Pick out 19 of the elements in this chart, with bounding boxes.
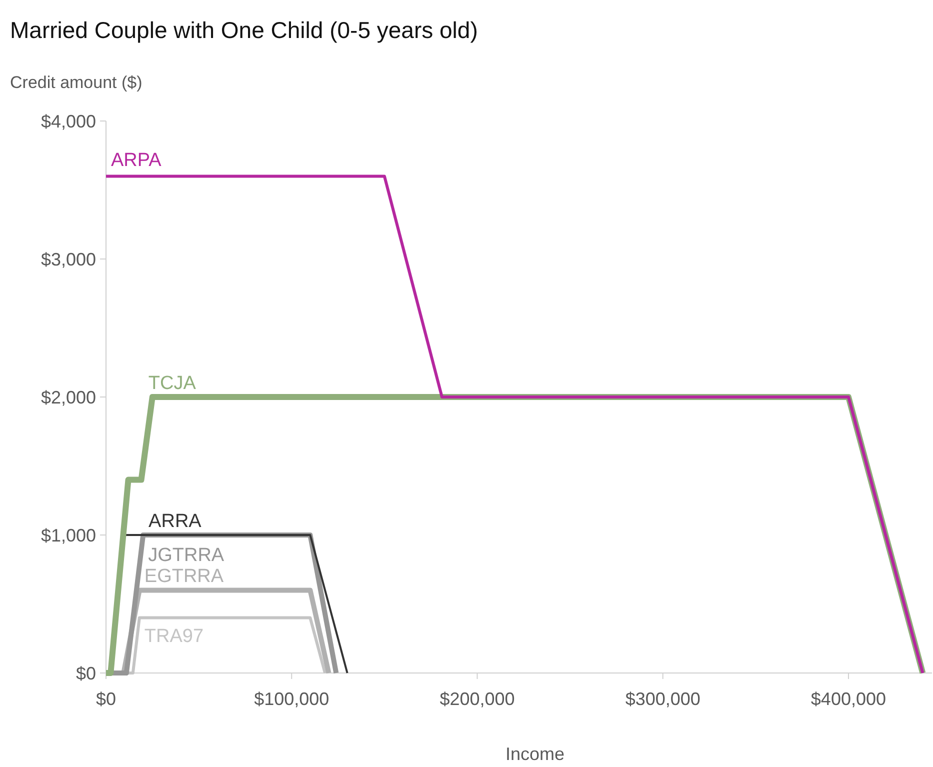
y-tick-label: $0: [76, 663, 96, 684]
y-tick-label: $2,000: [40, 387, 96, 408]
x-tick-label: $200,000: [440, 689, 515, 709]
series-label: TCJA: [148, 373, 196, 394]
x-tick-label: $400,000: [810, 689, 886, 709]
y-tick-label: $4,000: [40, 111, 96, 132]
series-label: ARPA: [111, 150, 162, 172]
y-tick-label: $1,000: [40, 525, 96, 546]
x-axis-title: Income: [505, 744, 565, 764]
series-label: TRA97: [144, 626, 204, 647]
y-axis-title: Credit amount ($): [10, 73, 142, 92]
x-tick-label: $300,000: [625, 689, 700, 709]
series-label: ARRA: [148, 511, 202, 532]
series-label: JGTRRA: [148, 545, 224, 566]
chart-title: Married Couple with One Child (0-5 years old): [10, 17, 478, 43]
series-label: EGTRRA: [144, 566, 224, 588]
x-tick-label: $0: [96, 689, 116, 709]
y-tick-label: $3,000: [40, 249, 96, 270]
x-tick-label: $100,000: [254, 689, 330, 709]
